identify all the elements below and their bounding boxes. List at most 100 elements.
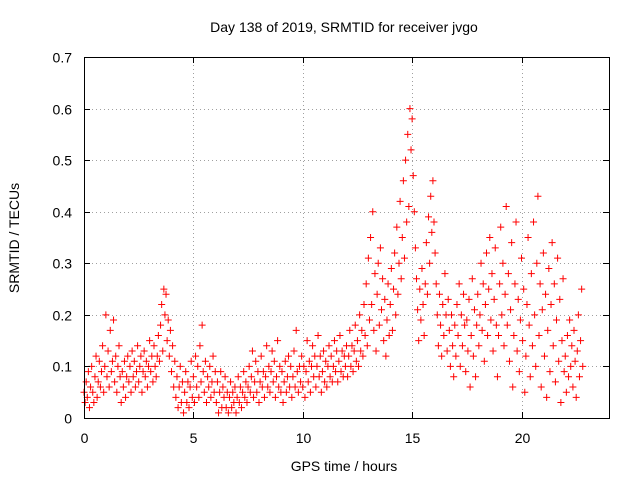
axis-ticks [84,57,609,419]
data-point [306,388,314,396]
data-point [116,373,124,381]
data-point [82,378,90,386]
data-point [365,316,373,324]
data-point [335,357,343,365]
data-point [327,352,335,360]
data-point [110,316,118,324]
data-point [363,342,371,350]
data-point [199,368,207,376]
data-point [434,342,442,350]
data-point [480,357,488,365]
data-point [430,218,438,226]
data-point [393,223,401,231]
data-point [280,378,288,386]
data-point [382,352,390,360]
data-point [546,368,554,376]
data-point [507,306,515,314]
data-point [435,290,443,298]
data-point [140,347,148,355]
data-point [367,234,375,241]
data-point [250,393,258,401]
data-point [544,326,552,334]
data-point [374,259,382,267]
data-point [476,311,484,319]
data-point [528,342,536,350]
y-axis-label: SRMTID / TECUs [6,183,22,293]
data-point [205,383,213,391]
data-point [474,290,482,298]
data-point [503,321,511,329]
data-point [450,373,458,381]
data-point [145,362,153,370]
data-point [467,331,475,339]
data-point [345,352,353,360]
data-point [361,331,369,339]
data-point [400,254,408,262]
data-point [428,228,436,236]
data-point [510,331,518,339]
data-point [101,362,109,370]
data-point [197,378,205,386]
data-point [146,337,154,345]
data-point [455,280,463,288]
data-point [194,362,202,370]
x-tick-label: 10 [296,430,312,446]
data-point [423,290,431,298]
data-point [559,275,567,283]
data-point [264,383,272,391]
data-point [111,378,119,386]
chart-title: Day 138 of 2019, SRMTID for receiver jvg… [210,19,478,35]
data-point [150,342,158,350]
data-point [246,388,254,396]
data-point [390,285,398,293]
data-point [392,311,400,319]
data-point [556,295,564,303]
data-point [273,373,280,381]
data-point [229,388,237,396]
data-point [573,347,581,355]
data-point [298,352,306,360]
data-point [522,352,530,360]
data-point [501,290,509,298]
data-point [141,373,149,381]
data-point [413,275,420,283]
data-point [128,347,136,355]
data-point [201,357,209,365]
data-point [449,342,457,350]
data-point [316,352,324,360]
data-point [481,301,489,309]
data-point [242,378,250,386]
data-point [104,347,112,355]
data-point [172,393,180,401]
data-point [388,326,396,334]
data-point [465,295,473,303]
data-point [126,362,134,370]
data-point [235,399,243,407]
data-point [118,368,126,376]
data-point [112,352,120,360]
x-tick-labels: 0 5 10 15 20 [81,430,531,446]
data-point [417,316,425,324]
data-point [271,393,279,401]
data-point [477,259,485,267]
data-point [232,409,240,417]
data-point [478,326,486,334]
data-point [124,352,132,360]
data-point [106,326,114,334]
y-tick-labels: 0 0.1 0.2 0.3 0.4 0.5 0.6 0.7 [53,50,73,427]
data-point [293,368,301,376]
data-point [158,301,166,309]
data-point [554,254,562,262]
data-point [305,357,313,365]
data-point [84,368,92,376]
data-point [535,331,543,339]
data-point [488,270,496,278]
data-point [154,331,162,339]
data-point [408,115,416,123]
data-point [243,399,251,407]
data-point [414,306,422,314]
data-point [337,368,345,376]
data-point [493,373,501,381]
data-point [291,383,299,391]
data-point [344,373,352,381]
